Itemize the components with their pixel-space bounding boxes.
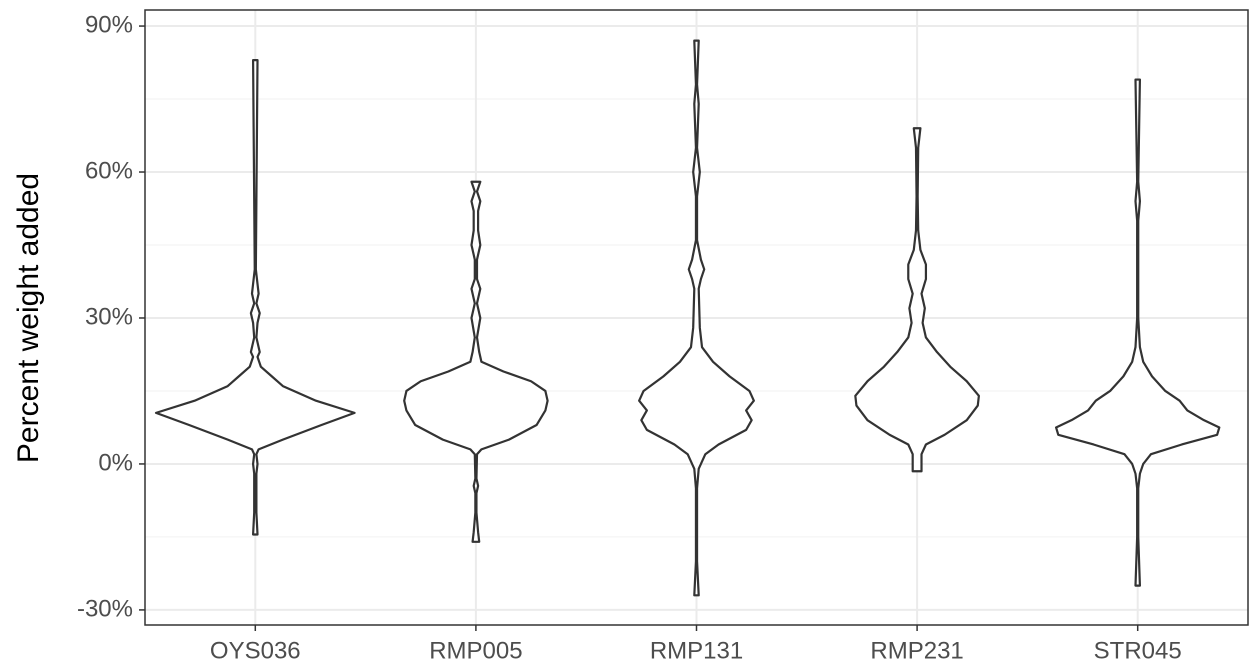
violin — [1054, 78, 1221, 587]
x-tick-label: RMP131 — [650, 637, 743, 664]
plot-border — [144, 9, 1249, 626]
violin — [403, 180, 549, 543]
y-tick-label: 90% — [85, 11, 133, 38]
y-tick-label: 60% — [85, 157, 133, 184]
violin — [154, 59, 356, 536]
y-tick-label: 0% — [98, 449, 133, 476]
y-tick-label: 30% — [85, 303, 133, 330]
x-tick-label: STR045 — [1094, 637, 1182, 664]
x-tick-label: RMP005 — [429, 637, 522, 664]
x-tick-label: RMP231 — [870, 637, 963, 664]
y-tick-label: -30% — [77, 595, 133, 622]
x-tick-label: OYS036 — [210, 637, 301, 664]
violin — [854, 127, 980, 473]
violin — [638, 39, 755, 597]
y-axis-label: Percent weight added — [12, 173, 45, 463]
